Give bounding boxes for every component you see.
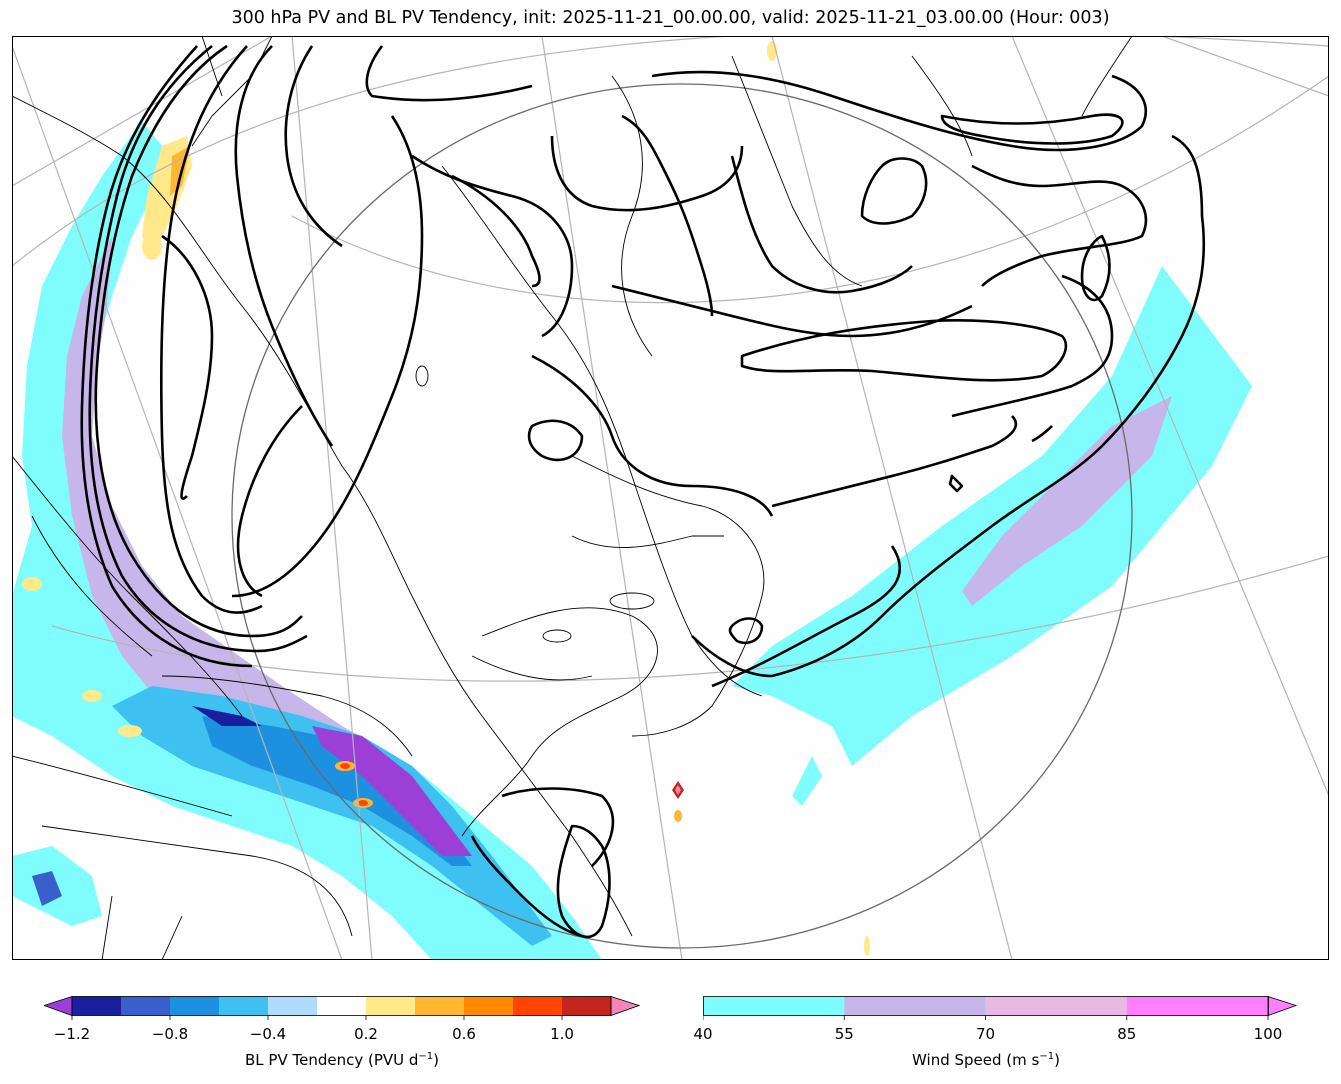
pv-color-bin [170,996,220,1016]
pv-color-bin [72,996,122,1016]
wind-tick-label: 55 [834,1025,854,1043]
wind-speed-label-text: Wind Speed (m s [912,1051,1040,1069]
pv-color-bin [317,996,367,1016]
wind-tick-label: 70 [975,1025,996,1043]
pv-color-bin [562,996,612,1016]
pv-tendency-shading [22,41,870,956]
wind-speed-label-end: ) [1054,1051,1060,1069]
pv-color-bin [268,996,318,1016]
pv-color-bin [464,996,514,1016]
wind-tick-label: 100 [1253,1025,1283,1043]
wind-color-bin [703,996,845,1016]
pv-color-bin [366,996,416,1016]
wind-speed-colorbar-label: Wind Speed (m s−1) [703,1051,1269,1069]
wind-speed-shading [12,121,1252,960]
pv-tendency-label-exponent: −1 [418,1051,434,1062]
wind-extend-max [1267,996,1298,1017]
pv-tick-label: −1.2 [53,1025,91,1043]
map-frame [12,36,1329,960]
pv-color-bin [219,996,269,1016]
pv-color-bin [121,996,171,1016]
pv-tendency-colorbar [44,996,640,1020]
wind-color-bin [1126,996,1269,1016]
pv-tick-label: 1.0 [550,1025,574,1043]
pv-color-bin [415,996,465,1016]
plot-title: 300 hPa PV and BL PV Tendency, init: 202… [231,8,1110,28]
graticule [12,36,1329,960]
pv-tick-label: −0.8 [151,1025,189,1043]
wind-speed-colorbar [703,996,1298,1020]
pv-extend-min [44,996,73,1017]
pv-color-bin [513,996,563,1016]
pv-tick-label: 0.2 [354,1025,378,1043]
pv-extend-max [610,996,640,1017]
pv-tendency-label-end: ) [433,1051,440,1069]
wind-tick-label: 40 [693,1025,713,1043]
reference-circle [231,83,1133,949]
pv-tendency-label-text: BL PV Tendency (PVU d [244,1051,419,1069]
wind-tick-label: 85 [1117,1025,1137,1043]
wind-color-bin [985,996,1128,1016]
map-panel [12,36,1329,960]
pv-tendency-colorbar-label: BL PV Tendency (PVU d−1) [44,1051,640,1069]
pv-tick-label: 0.6 [452,1025,476,1043]
wind-color-bin [844,996,986,1016]
lakes [415,365,655,643]
wind-speed-label-exponent: −1 [1039,1051,1055,1062]
pv-tick-label: −0.4 [249,1025,287,1043]
pv-contours [80,44,1206,939]
